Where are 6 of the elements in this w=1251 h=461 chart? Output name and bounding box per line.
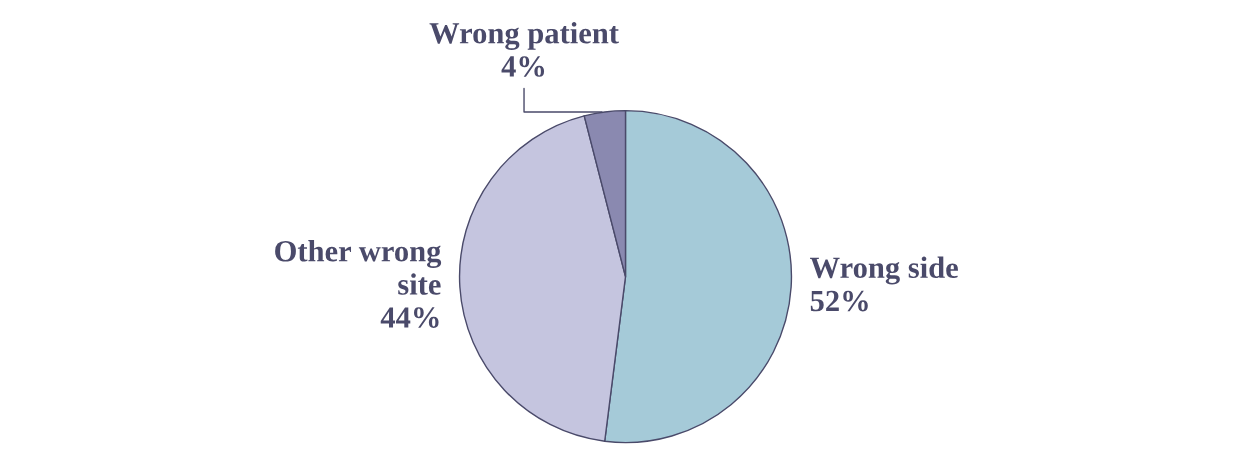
slice-label: Wrong side xyxy=(810,256,958,285)
slice-label: Wrong patient xyxy=(429,22,619,50)
slice-label: Other wrong site xyxy=(275,240,442,295)
data-label: 4% xyxy=(501,56,545,77)
data-label: 52% xyxy=(810,290,868,312)
data-label: 44% xyxy=(380,307,439,328)
